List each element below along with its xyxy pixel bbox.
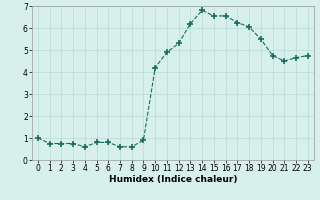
- X-axis label: Humidex (Indice chaleur): Humidex (Indice chaleur): [108, 175, 237, 184]
